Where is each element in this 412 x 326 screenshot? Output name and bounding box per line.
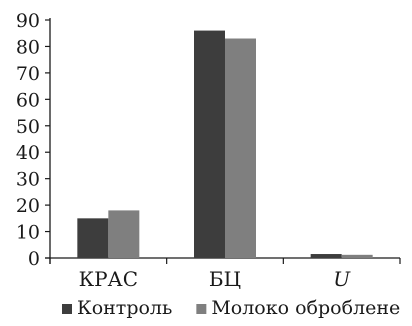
legend-swatch [62,304,72,314]
bars [77,30,373,259]
y-tick-label: 70 [16,63,40,85]
bar-treated-2 [341,254,373,258]
y-tick-label: 90 [16,10,40,32]
y-axis: 0 10 20 30 40 50 60 70 80 90 [16,10,51,270]
x-category-label: КРАС [79,267,138,291]
y-tick-label: 10 [16,222,40,244]
x-category-label: БЦ [209,267,241,291]
bar-treated-1 [225,38,256,259]
legend-label: Молоко оброблене [211,297,400,319]
y-tick-label: 40 [16,142,40,164]
legend: Контроль Молоко оброблене [62,297,400,319]
legend-label: Контроль [77,297,172,319]
bar-control-2 [310,254,342,258]
bar-treated-0 [108,210,140,258]
y-tick-label: 80 [16,36,40,58]
y-tick-label: 30 [16,169,40,191]
x-axis: КРАС БЦ U [45,257,401,291]
y-tick-label: 50 [16,116,40,138]
bar-control-1 [194,30,225,259]
x-category-label: U [333,267,351,291]
y-tick-label: 20 [16,195,40,217]
legend-swatch [196,304,207,314]
bar-control-0 [77,218,109,258]
y-tick-label: 0 [28,248,40,270]
y-tick-label: 60 [16,89,40,111]
